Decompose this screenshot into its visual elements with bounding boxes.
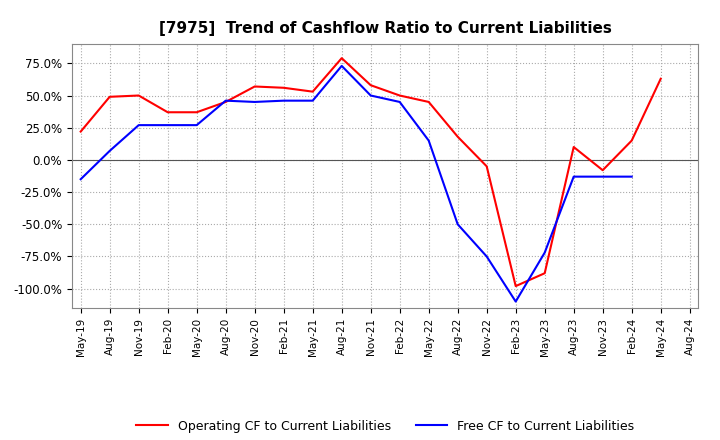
Legend: Operating CF to Current Liabilities, Free CF to Current Liabilities: Operating CF to Current Liabilities, Fre… (131, 414, 639, 437)
Operating CF to Current Liabilities (163, 110, 172, 115)
Operating CF to Current Liabilities (308, 89, 317, 94)
Operating CF to Current Liabilities (338, 55, 346, 61)
Operating CF to Current Liabilities (541, 271, 549, 276)
Operating CF to Current Liabilities (279, 85, 288, 91)
Free CF to Current Liabilities (163, 122, 172, 128)
Free CF to Current Liabilities (192, 122, 201, 128)
Operating CF to Current Liabilities (482, 164, 491, 169)
Free CF to Current Liabilities (541, 250, 549, 255)
Free CF to Current Liabilities (424, 138, 433, 143)
Operating CF to Current Liabilities (627, 138, 636, 143)
Free CF to Current Liabilities (279, 98, 288, 103)
Operating CF to Current Liabilities (105, 94, 114, 99)
Operating CF to Current Liabilities (395, 93, 404, 98)
Operating CF to Current Liabilities (251, 84, 259, 89)
Operating CF to Current Liabilities (192, 110, 201, 115)
Operating CF to Current Liabilities (511, 283, 520, 289)
Operating CF to Current Liabilities (598, 168, 607, 173)
Free CF to Current Liabilities (482, 254, 491, 259)
Line: Free CF to Current Liabilities: Free CF to Current Liabilities (81, 66, 631, 301)
Free CF to Current Liabilities (135, 122, 143, 128)
Operating CF to Current Liabilities (366, 83, 375, 88)
Operating CF to Current Liabilities (76, 129, 85, 134)
Title: [7975]  Trend of Cashflow Ratio to Current Liabilities: [7975] Trend of Cashflow Ratio to Curren… (159, 21, 611, 36)
Line: Operating CF to Current Liabilities: Operating CF to Current Liabilities (81, 58, 661, 286)
Free CF to Current Liabilities (627, 174, 636, 179)
Free CF to Current Liabilities (454, 222, 462, 227)
Operating CF to Current Liabilities (570, 144, 578, 150)
Free CF to Current Liabilities (511, 299, 520, 304)
Free CF to Current Liabilities (338, 63, 346, 69)
Operating CF to Current Liabilities (135, 93, 143, 98)
Operating CF to Current Liabilities (221, 99, 230, 105)
Operating CF to Current Liabilities (657, 76, 665, 81)
Free CF to Current Liabilities (570, 174, 578, 179)
Free CF to Current Liabilities (251, 99, 259, 105)
Free CF to Current Liabilities (598, 174, 607, 179)
Free CF to Current Liabilities (105, 148, 114, 154)
Operating CF to Current Liabilities (454, 134, 462, 139)
Free CF to Current Liabilities (76, 176, 85, 182)
Operating CF to Current Liabilities (424, 99, 433, 105)
Free CF to Current Liabilities (395, 99, 404, 105)
Free CF to Current Liabilities (366, 93, 375, 98)
Free CF to Current Liabilities (221, 98, 230, 103)
Free CF to Current Liabilities (308, 98, 317, 103)
